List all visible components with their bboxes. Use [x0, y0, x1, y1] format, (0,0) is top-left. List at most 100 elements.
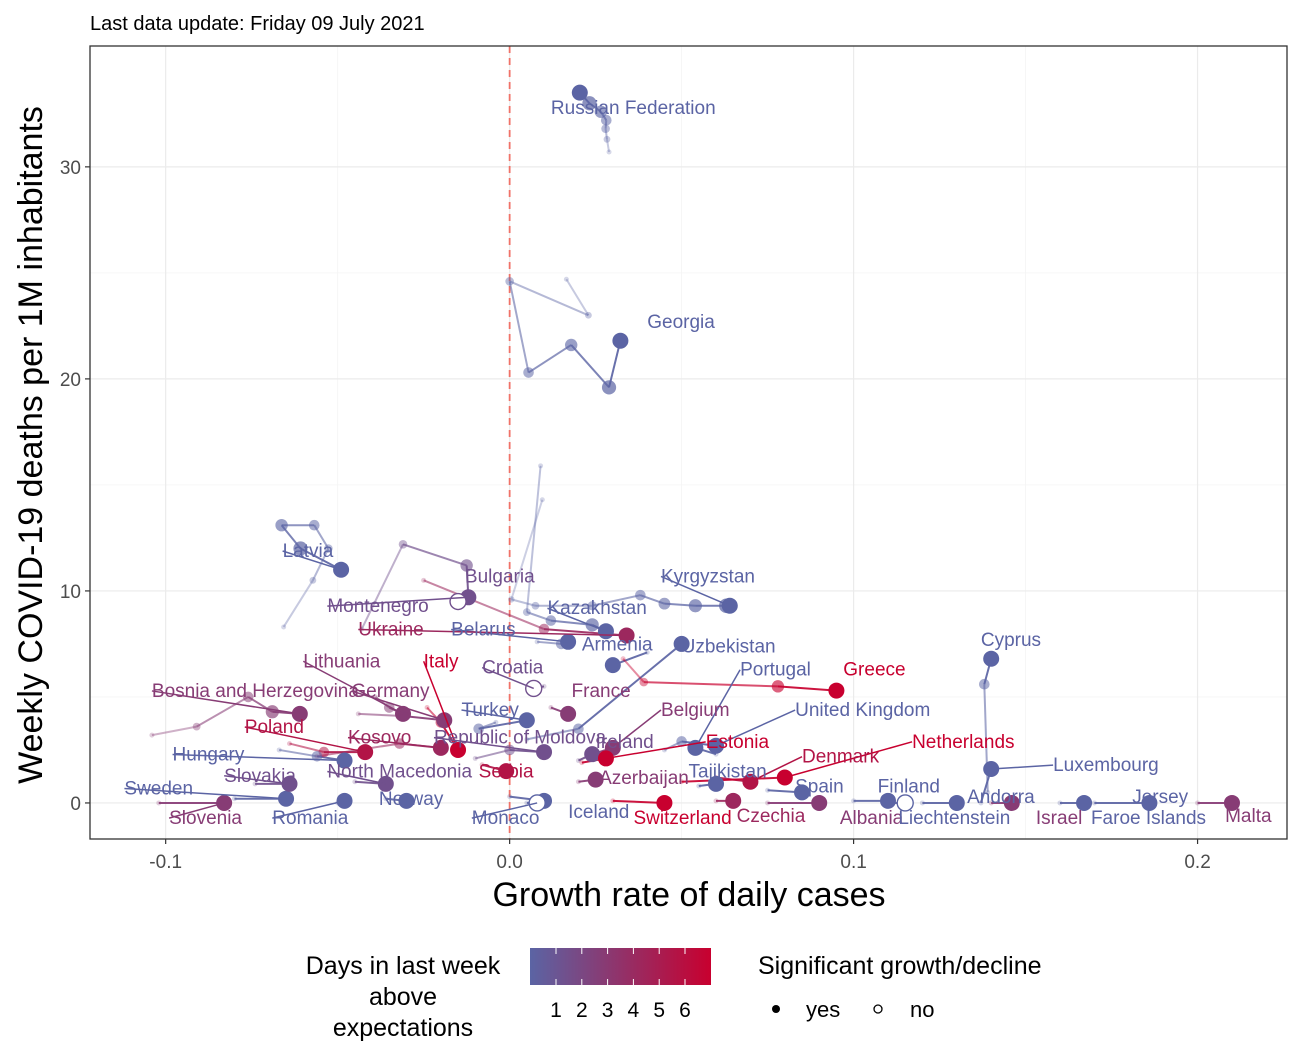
current-point-cyprus	[983, 650, 1000, 667]
country-label-spain: Spain	[795, 776, 844, 797]
current-point-spain	[794, 784, 811, 801]
x-tick-label: -0.1	[149, 852, 182, 873]
country-label-russian-federation: Russian Federation	[551, 98, 716, 119]
history-point-andorra	[919, 800, 925, 806]
color-legend-tick-label: 4	[628, 999, 640, 1022]
history-point-georgia	[565, 338, 578, 352]
country-label-switzerland: Switzerland	[633, 808, 731, 829]
history-point-bosnia-and-herzegovina	[192, 722, 201, 731]
history-point-cyprus	[985, 789, 991, 795]
leader-line-montenegro	[327, 596, 469, 607]
leader-line-denmark	[750, 755, 803, 783]
country-label-united-kingdom: United Kingdom	[795, 700, 930, 721]
country-label-slovenia: Slovenia	[169, 808, 242, 829]
history-point-montenegro	[398, 539, 408, 549]
history-point-kazakhstan	[585, 618, 599, 632]
trail-segment-georgia	[570, 344, 610, 389]
history-point-russian-federation	[601, 124, 610, 133]
country-label-romania: Romania	[272, 808, 348, 829]
y-tick-label: 10	[60, 582, 81, 603]
country-label-norway: Norway	[379, 789, 444, 810]
history-point-armenia	[644, 649, 650, 655]
country-label-estonia: Estonia	[706, 732, 770, 753]
history-point-russian-federation	[582, 96, 597, 111]
shape-legend-yes-label: yes	[806, 997, 840, 1022]
history-point-poland	[287, 741, 292, 747]
country-label-france: France	[572, 681, 631, 702]
country-label-belgium: Belgium	[661, 700, 730, 721]
trail-segment-latvia	[311, 548, 330, 581]
country-label-greece: Greece	[843, 660, 905, 681]
trail-segment-netherlands	[681, 776, 785, 783]
history-point-latvia	[324, 544, 333, 553]
trail-segment-georgia	[508, 281, 530, 373]
history-point-norway	[383, 796, 389, 802]
country-label-denmark: Denmark	[802, 747, 880, 768]
history-point-israel	[988, 800, 994, 806]
trail-segment-ukraine	[423, 579, 545, 631]
history-point-liechtenstein	[885, 800, 891, 806]
country-label-kazakhstan: Kazakhstan	[547, 598, 646, 619]
country-label-montenegro: Montenegro	[327, 596, 428, 617]
history-point-latvia	[293, 541, 308, 556]
y-tick-label: 30	[60, 158, 81, 179]
history-point-latvia	[275, 518, 288, 532]
history-point-montenegro	[460, 559, 473, 572]
trail-segment-poland	[289, 742, 325, 754]
history-point-kazakhstan	[545, 615, 557, 626]
country-label-kosovo: Kosovo	[348, 728, 411, 749]
leader-line-kosovo	[347, 736, 441, 749]
country-label-albania: Albania	[840, 808, 904, 829]
country-label-portugal: Portugal	[740, 660, 811, 681]
x-axis-ticks: -0.1 0.0 0.1 0.2	[149, 839, 1211, 873]
history-point-germany	[397, 710, 409, 722]
history-point-uzbekistan	[573, 723, 584, 735]
trail-segment-greece	[643, 681, 778, 688]
trail-segment-georgia	[608, 340, 622, 388]
color-legend-tick-label: 3	[602, 999, 614, 1022]
country-label-lithuania: Lithuania	[303, 651, 381, 672]
y-tick-label: 20	[60, 370, 81, 391]
leader-line-slovenia	[168, 802, 225, 819]
color-legend-title-line-1: Days in last week	[306, 952, 501, 980]
country-label-monaco: Monaco	[472, 808, 540, 829]
history-point-italy	[424, 705, 430, 711]
country-label-cyprus: Cyprus	[981, 630, 1041, 651]
x-tick-label: 0.2	[1184, 852, 1210, 873]
trail-segment-georgia	[565, 278, 590, 316]
history-point-croatia	[541, 683, 547, 689]
history-point-ukraine	[538, 623, 550, 635]
trail-segment-russian-federation	[605, 139, 611, 153]
history-point-iceland	[507, 794, 513, 800]
history-point-united-kingdom	[676, 736, 687, 747]
history-point-jersey	[1091, 800, 1097, 806]
shape-legend: Significant growth/decline yes no	[758, 952, 1042, 1022]
current-point-norway	[398, 792, 415, 809]
trail-segment-latvia	[282, 579, 314, 628]
country-label-israel: Israel	[1036, 808, 1082, 829]
leader-line-poland	[244, 726, 366, 753]
trail-segment-kyrgyzstan	[510, 499, 544, 600]
current-point-czechia	[725, 792, 742, 809]
history-point-latvia	[281, 624, 287, 630]
history-point-malta	[1195, 800, 1201, 806]
history-point-kyrgyzstan	[587, 601, 597, 611]
leader-line-estonia	[605, 741, 706, 760]
leader-line-hungary	[172, 753, 345, 762]
country-label-germany: Germany	[351, 681, 430, 702]
trail-segment-bosnia-and-herzegovina	[151, 725, 197, 737]
trail-segment-greece	[622, 658, 645, 683]
history-point-georgia	[585, 311, 592, 319]
current-point-bulgaria	[449, 592, 467, 611]
history-point-turkey	[493, 719, 499, 725]
history-point-russian-federation	[606, 149, 612, 155]
history-point-kazakhstan	[538, 463, 544, 469]
color-legend-title-line-3: expectations	[333, 1014, 473, 1042]
leader-line-croatia	[481, 666, 534, 690]
history-point-switzerland	[610, 798, 616, 804]
history-point-georgia	[563, 276, 569, 282]
country-label-poland: Poland	[245, 717, 304, 738]
